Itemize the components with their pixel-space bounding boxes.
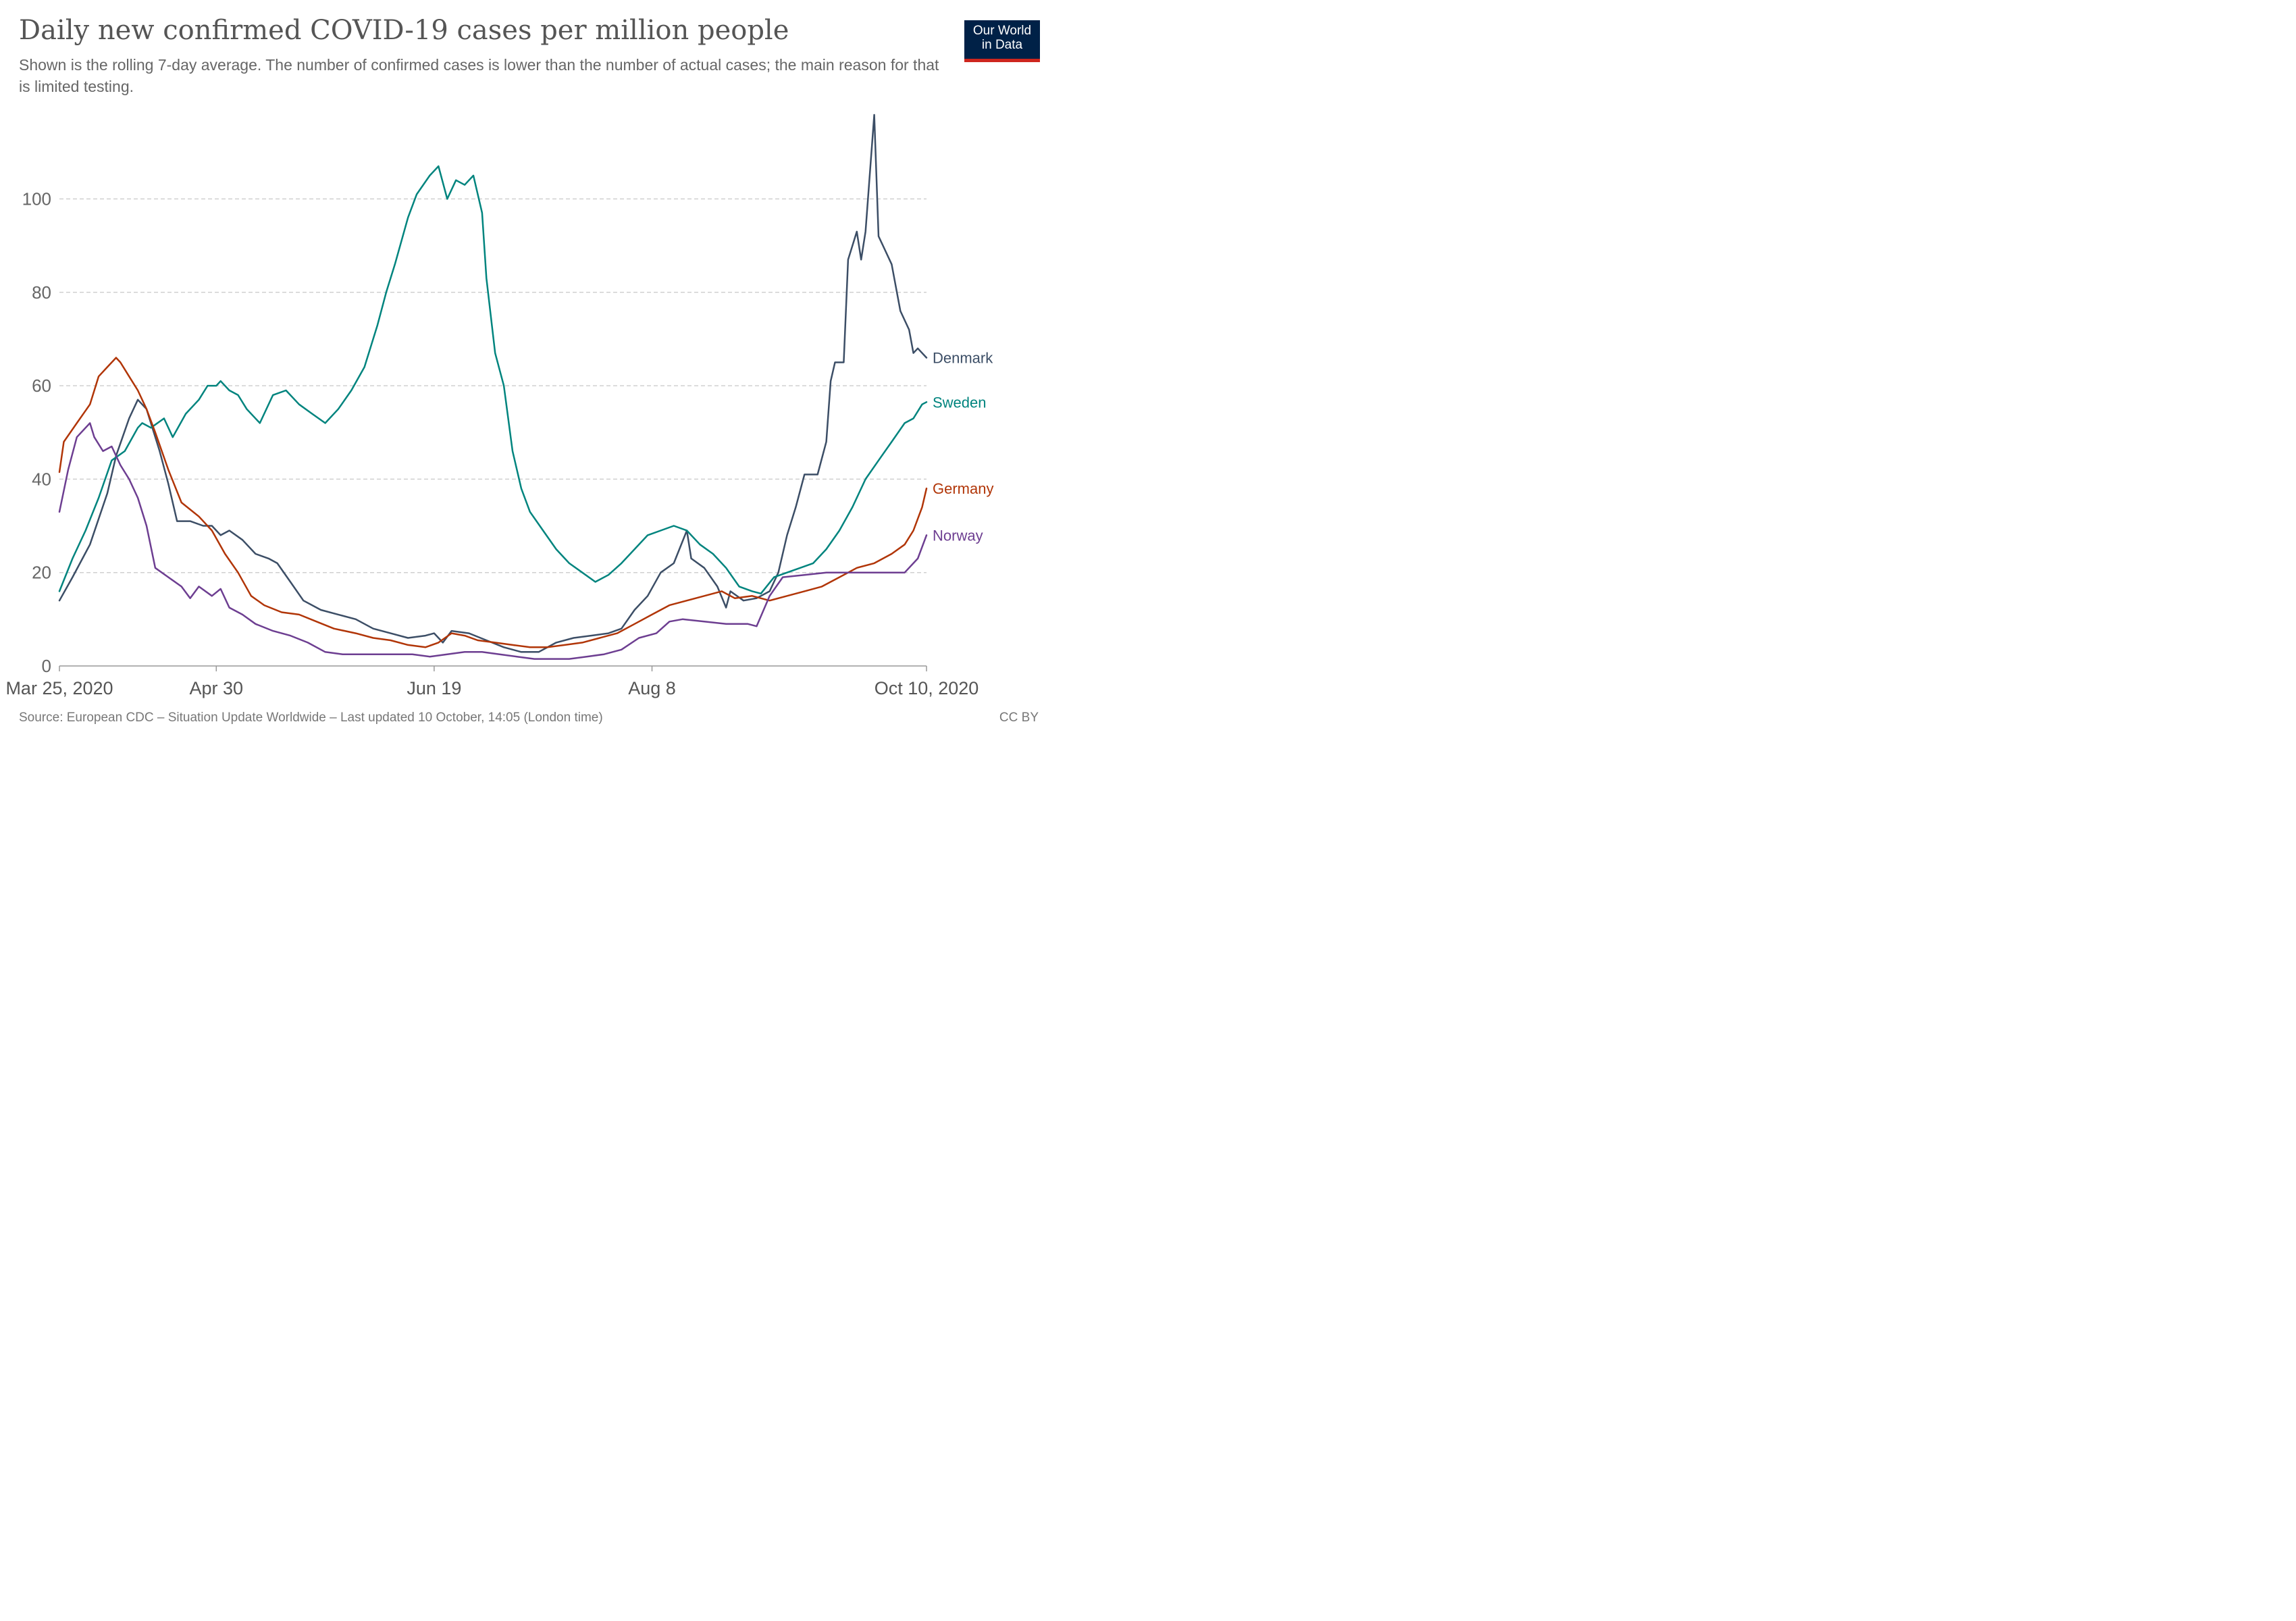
series-label-norway: Norway (933, 527, 983, 544)
x-tick-label-2: Jun 19 (407, 678, 461, 698)
y-tick-label-0: 0 (42, 656, 51, 676)
series-line-sweden (58, 165, 928, 595)
x-tick-label-0: Mar 25, 2020 (5, 678, 113, 698)
x-tick-label-1: Apr 30 (190, 678, 244, 698)
logo-line-1: Our World (972, 24, 1032, 38)
chart-subtitle: Shown is the rolling 7-day average. The … (19, 56, 939, 95)
x-tick-label-3: Aug 8 (628, 678, 676, 698)
y-tick-label-20: 20 (32, 563, 51, 583)
y-tick-label-60: 60 (32, 376, 51, 396)
series-lines (58, 113, 928, 660)
gridlines (59, 198, 927, 573)
chart-title: Daily new confirmed COVID-19 cases per m… (19, 15, 789, 46)
series-label-denmark: Denmark (933, 350, 993, 367)
series-label-sweden: Sweden (933, 394, 987, 411)
x-axis: Mar 25, 2020 Apr 30 Jun 19 Aug 8 Oct 10, 202… (5, 665, 979, 698)
series-labels: Denmark Sweden Germany Norway (933, 350, 993, 544)
source-note: Source: European CDC – Situation Update … (19, 711, 603, 725)
line-chart: 0 20 40 60 80 100 Mar 25, 2020 Apr 30 Jun 19 Aug… (5, 113, 993, 698)
x-tick-label-4: Oct 10, 2020 (875, 678, 979, 698)
y-axis-ticks: 0 20 40 60 80 100 (22, 188, 51, 676)
owid-logo[interactable]: Our World in Data (964, 20, 1040, 62)
y-tick-label-80: 80 (32, 282, 51, 303)
series-label-germany: Germany (933, 480, 993, 497)
license-link[interactable]: CC BY (999, 711, 1039, 725)
series-line-germany (58, 357, 928, 648)
y-tick-label-100: 100 (22, 188, 51, 209)
series-line-norway (58, 422, 928, 660)
logo-line-2: in Data (981, 38, 1023, 52)
y-tick-label-40: 40 (32, 469, 51, 489)
series-line-denmark (58, 113, 928, 653)
